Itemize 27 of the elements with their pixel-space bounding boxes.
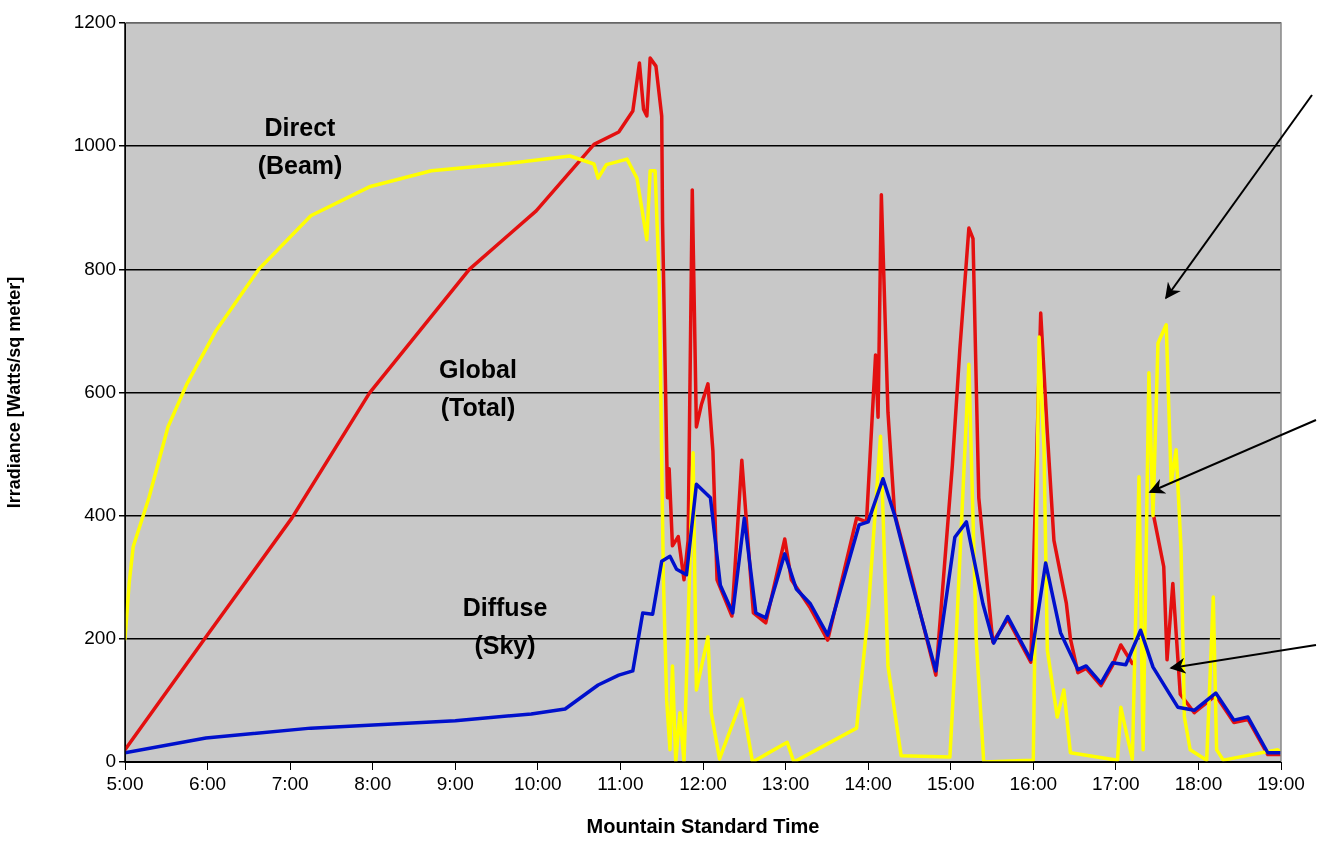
y-tick-label: 0 — [105, 750, 116, 772]
x-tick-label: 9:00 — [436, 772, 474, 794]
x-tick-label: 15:00 — [926, 772, 975, 794]
x-tick-label: 13:00 — [761, 772, 810, 794]
x-tick-label: 6:00 — [189, 772, 227, 794]
x-tick-label: 11:00 — [597, 772, 644, 794]
series-label: Direct (Beam) — [257, 112, 343, 179]
series-label: Global (Total) — [439, 354, 517, 421]
x-tick-label: 7:00 — [271, 772, 309, 794]
y-tick-label: 1200 — [73, 11, 116, 33]
x-axis-title: Mountain Standard Time — [586, 814, 820, 837]
y-tick-label: 200 — [84, 627, 116, 649]
y-axis-title: Irradiance [Watts/sq meter] — [3, 276, 24, 509]
x-tick-label: 10:00 — [514, 772, 562, 794]
text: Diffuse (Sky) — [462, 592, 548, 659]
y-tick-label: 1000 — [73, 134, 116, 156]
y-tick-label: 400 — [84, 503, 116, 525]
x-tick-label: 18:00 — [1174, 772, 1223, 794]
x-tick-label: 19:00 — [1257, 772, 1305, 794]
x-tick-label: 8:00 — [354, 772, 392, 794]
y-tick-label: 800 — [84, 257, 116, 279]
x-tick-label: 16:00 — [1009, 772, 1058, 794]
x-tick-label: 17:00 — [1092, 772, 1140, 794]
x-tick-label: 5:00 — [106, 772, 144, 794]
x-tick-label: 12:00 — [679, 772, 727, 794]
y-tick-label: 600 — [84, 380, 116, 402]
x-tick-label: 14:00 — [844, 772, 892, 794]
